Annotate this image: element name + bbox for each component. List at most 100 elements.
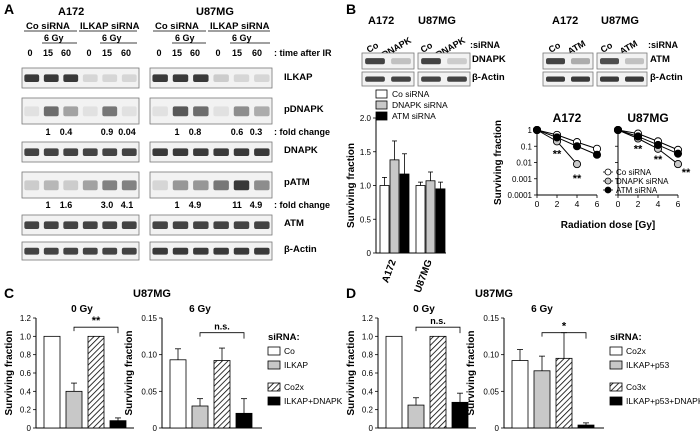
b-cell-line-a172-left: A172 <box>368 15 394 27</box>
bar-co2x <box>385 335 403 429</box>
blot-band <box>121 180 137 191</box>
blot-band <box>172 74 189 82</box>
svg-text:0: 0 <box>215 48 220 58</box>
blot-band <box>213 74 229 82</box>
cell-line-a172: A172 <box>58 6 84 18</box>
blot-band <box>600 58 619 65</box>
blot-b-actin2-a172 <box>542 71 594 87</box>
b-sirna-label-left: :siRNA <box>470 40 501 50</box>
c-dose-6gy: 6 Gy <box>189 304 211 315</box>
curve-title: A172 <box>553 111 582 125</box>
x-tick-label: 6 <box>595 199 600 209</box>
blot-band <box>24 74 40 82</box>
blot-band <box>546 76 565 82</box>
y-tick-label: 0 <box>369 424 374 433</box>
legend-item: Co siRNA <box>616 168 652 177</box>
chart-d-0gy: 0 0.2 0.4 0.6 0.8 1.0 1.2 Surviving fraction n.s… <box>346 314 476 433</box>
blot-band <box>233 221 250 229</box>
blot-band <box>625 76 644 82</box>
y-tick-label: 1.0 <box>20 332 32 341</box>
bar-ilkap <box>65 390 83 429</box>
legend-swatch <box>609 346 623 356</box>
legend-swatch <box>375 89 388 99</box>
blot-row-a172 <box>21 171 140 199</box>
blot-band <box>152 221 168 229</box>
d-dose-0gy: 0 Gy <box>413 304 435 315</box>
legend-item: ILKAP+p53+DNAPK <box>626 396 700 406</box>
x-tick-label: 2 <box>555 199 560 209</box>
blot-band <box>63 106 79 117</box>
row-label-pdnapk: pDNAPK <box>284 104 324 115</box>
blot-band <box>102 180 118 191</box>
svg-text:60: 60 <box>61 48 71 58</box>
panel-label-d: D <box>346 285 356 301</box>
blot-band <box>233 74 250 82</box>
legend-swatch <box>267 396 281 406</box>
legend-swatch <box>609 382 623 392</box>
series-line-co-sirna <box>617 129 679 151</box>
blot-band <box>233 106 250 117</box>
blot-band <box>213 247 229 255</box>
blot-b-atm-u87mg <box>596 52 648 70</box>
d-dose-6gy: 6 Gy <box>531 304 553 315</box>
blot-band <box>233 247 250 255</box>
significance-label: ** <box>634 143 643 155</box>
fold-change-pdnapk: 1 0.4 0.9 0.04 1 0.8 0.6 0.3 <box>45 127 262 137</box>
svg-text:60: 60 <box>252 48 262 58</box>
blot-band <box>43 221 59 229</box>
y-tick-label: 1.2 <box>20 314 32 323</box>
significance-label: n.s. <box>430 316 446 326</box>
bar-co-sirna <box>379 185 390 254</box>
significance-bracket <box>541 332 587 339</box>
legend-item: Co2x <box>626 346 647 356</box>
y-tick-label: 0.0001 <box>508 191 533 200</box>
panel-c: U87MG 0 Gy 6 Gy 0 0.2 0.4 0.6 0.8 1.0 1.2 Survi… <box>4 288 343 433</box>
panel-label-b: B <box>346 1 356 17</box>
legend-item: Co siRNA <box>392 89 430 99</box>
svg-text:15: 15 <box>43 48 53 58</box>
blot-band <box>600 76 619 82</box>
panel-d: U87MG 0 Gy 6 Gy 0 0.2 0.4 0.6 0.8 1.0 1.2 Survi… <box>346 288 700 433</box>
blot-band <box>121 221 137 229</box>
dose-6gy-u87mg-co: 6 Gy <box>175 33 195 43</box>
y-axis-label: Surviving fraction <box>346 143 357 228</box>
svg-text:0.4: 0.4 <box>60 127 73 137</box>
row-label-atm: ATM <box>284 218 304 229</box>
blot-band <box>391 76 411 82</box>
y-tick-label: 0.8 <box>20 351 32 360</box>
blot-band <box>63 148 79 156</box>
y-axis-label: Surviving fraction <box>4 330 15 415</box>
b-sirna-label-right: :siRNA <box>648 40 679 50</box>
legend-item: ILKAP+p53 <box>626 360 670 370</box>
blot-band <box>213 148 229 156</box>
series-line-dnapk-sirna <box>617 129 679 165</box>
data-point <box>552 133 562 142</box>
blot-band <box>254 180 270 191</box>
data-point <box>613 125 623 135</box>
blot-band <box>82 180 98 191</box>
chart-b-bar-surviving-fraction: 0 0.5 1.0 1.5 2.0 Surviving fraction A172 U87MG… <box>346 89 448 294</box>
data-point <box>673 160 683 169</box>
blot-band <box>193 221 209 229</box>
y-tick-label: 1.2 <box>362 314 374 323</box>
y-tick-label: 0.10 <box>141 351 157 360</box>
significance-label: ** <box>553 148 562 160</box>
bar-ilkap-p53-dnapk <box>577 424 595 429</box>
bar-co3x <box>429 335 447 429</box>
b-cell-line-a172-right: A172 <box>552 15 578 27</box>
blot-row-a172 <box>21 141 140 163</box>
blot-row-u87mg <box>149 67 273 89</box>
blot-band <box>172 148 189 156</box>
svg-text:60: 60 <box>190 48 200 58</box>
b-row-label-actin-left: β-Actin <box>472 72 505 83</box>
group-co-sirna-u87mg: Co siRNA <box>155 21 199 32</box>
series-line-co-sirna <box>536 129 598 150</box>
blot-band <box>172 106 189 117</box>
legend-item: ILKAP+DNAPK <box>284 396 343 406</box>
chart-c-6gy: 0 0.05 0.10 0.15 Surviving fraction n.s. <box>124 314 262 433</box>
blot-band <box>172 247 189 255</box>
blot-b-dnapk-a172 <box>361 52 415 70</box>
